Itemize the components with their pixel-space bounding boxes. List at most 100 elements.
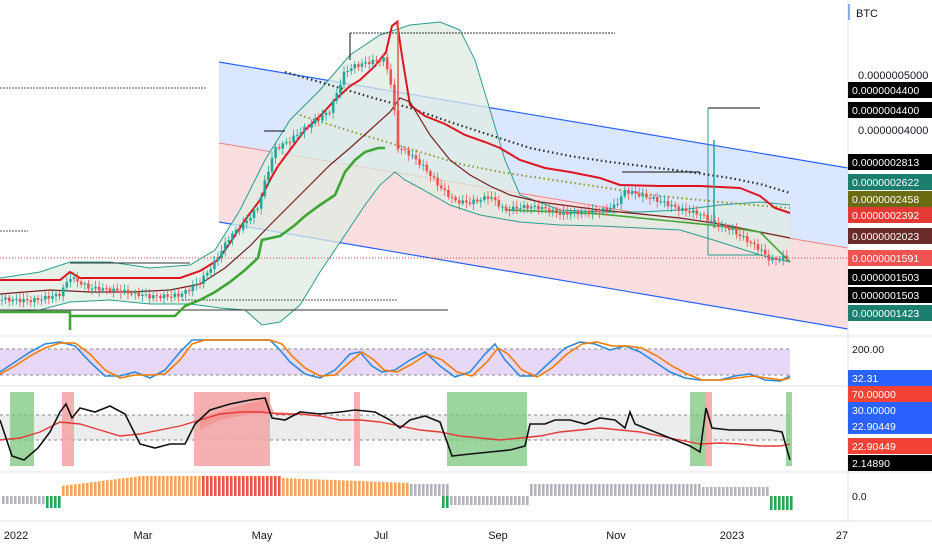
osc3-label-0: 0.0 (852, 491, 867, 503)
candle-body (677, 206, 681, 211)
candle-body (4, 297, 7, 300)
price-label-bg-1 (848, 102, 932, 118)
candle-body (72, 277, 76, 280)
candle-body (11, 299, 15, 302)
candle-body (727, 227, 731, 231)
time-tick-1: 2022 (4, 530, 28, 542)
candle-body (699, 214, 702, 216)
candle-body (450, 196, 454, 198)
candle-body (209, 268, 213, 273)
candle-body (43, 295, 47, 300)
candle-body (360, 63, 364, 67)
histogram-bar (422, 484, 425, 496)
osc2-label-bg-1 (848, 402, 932, 418)
bollinger-upper (0, 21, 791, 279)
candle-body (274, 147, 277, 159)
histogram-bar (402, 482, 405, 496)
histogram-bar (74, 484, 77, 496)
histogram-bar (526, 496, 529, 505)
histogram-bar (354, 480, 357, 496)
histogram-bar (246, 476, 249, 496)
osc2-red-zone-4 (706, 392, 712, 466)
histogram-bar (398, 482, 401, 496)
candle-body (367, 62, 371, 65)
candle-body (630, 191, 634, 194)
candle-body (303, 126, 306, 133)
candle-body (54, 293, 58, 297)
osc1-orange (0, 339, 791, 381)
candle-body (529, 206, 533, 209)
candle-body (504, 206, 508, 210)
histogram-bar (458, 496, 461, 505)
candle-body (281, 143, 285, 149)
histogram-bar (782, 496, 785, 510)
price-label-6: 0.0000002023 (852, 231, 919, 243)
histogram-bar (10, 496, 13, 504)
candle-body (317, 119, 321, 121)
candle-body (79, 281, 83, 285)
histogram-bar (678, 484, 681, 496)
histogram-bar (286, 478, 289, 496)
price-label-bg-4 (848, 191, 932, 207)
histogram-bar (134, 476, 137, 496)
candle-body (87, 283, 90, 289)
candle-body (616, 203, 619, 205)
candle-body (421, 164, 425, 166)
candle-body (126, 289, 130, 294)
price-label-bg-2 (848, 154, 932, 170)
time-tick-5: Sep (488, 530, 508, 542)
candle-body (681, 208, 684, 211)
price-axis: BTC 0.0000005000 0.0000004000 0.00000044… (848, 4, 932, 503)
histogram-bar (210, 476, 213, 496)
histogram-bar (102, 480, 105, 496)
histogram-bar (598, 484, 601, 496)
histogram-bar (174, 476, 177, 496)
candle-body (198, 283, 202, 285)
candles (0, 52, 789, 308)
histogram-bar (618, 484, 621, 496)
candle-body (684, 208, 688, 212)
candle-body (753, 242, 756, 245)
osc2-green-zone-2 (447, 392, 527, 466)
histogram-bar (110, 479, 113, 496)
candle-body (97, 286, 101, 291)
histogram-bar (446, 484, 449, 496)
histogram-bar (750, 487, 753, 496)
histogram-bar (566, 484, 569, 496)
candle-body (378, 60, 382, 62)
currency-label: BTC (856, 8, 878, 20)
candle-body (407, 150, 411, 156)
candle-body (447, 189, 450, 197)
candle-body (223, 242, 227, 252)
candle-body (573, 211, 576, 214)
histogram-bar (18, 496, 21, 504)
histogram-bar (230, 476, 233, 496)
histogram-bar (726, 487, 729, 496)
histogram-bar (150, 476, 153, 496)
histogram-bar (214, 476, 217, 496)
histogram-bar (94, 481, 97, 496)
candle-body (241, 223, 245, 230)
candle-body (576, 211, 580, 215)
candle-body (637, 193, 641, 197)
histogram-bar (682, 484, 685, 496)
candle-body (591, 210, 594, 214)
osc2-green-zone-4 (786, 392, 792, 466)
candle-body (299, 132, 303, 135)
candle-body (177, 293, 180, 297)
candle-body (731, 228, 735, 231)
candle-body (774, 257, 778, 260)
candle-body (155, 295, 159, 297)
candle-body (202, 275, 205, 284)
candle-body (511, 206, 515, 211)
channel-upper-line (218, 61, 848, 169)
histogram-bar (266, 476, 269, 496)
candle-body (101, 288, 105, 291)
histogram-bar (194, 476, 197, 496)
histogram-bar (322, 479, 325, 496)
candle-body (371, 59, 375, 65)
candle-body (501, 206, 504, 208)
candle-body (652, 196, 655, 199)
time-tick-8: 27 (836, 530, 848, 542)
